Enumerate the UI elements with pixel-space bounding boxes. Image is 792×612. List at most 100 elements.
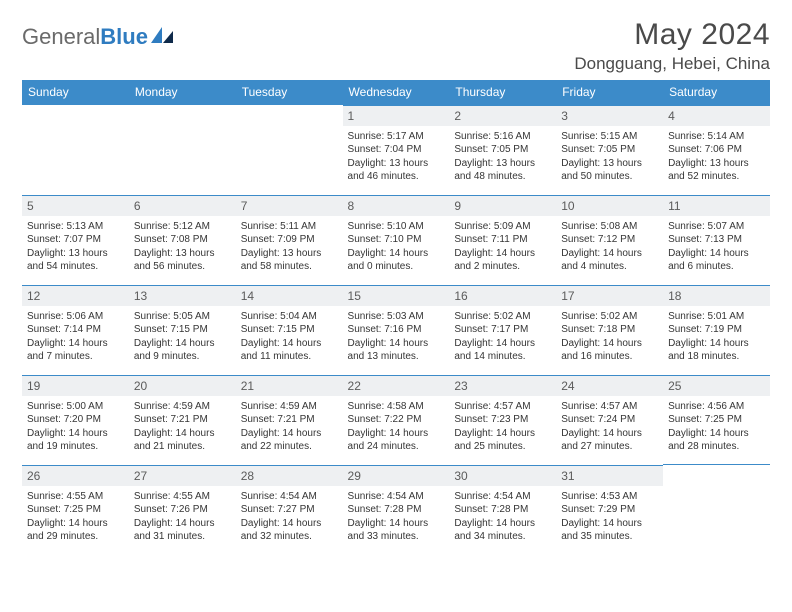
day-details: Sunrise: 5:08 AMSunset: 7:12 PMDaylight:… <box>556 216 663 285</box>
daylight-line: Daylight: 14 hours and 19 minutes. <box>27 427 124 454</box>
day-details: Sunrise: 4:59 AMSunset: 7:21 PMDaylight:… <box>236 396 343 465</box>
daylight-line: Daylight: 14 hours and 29 minutes. <box>27 517 124 544</box>
sunrise-line: Sunrise: 4:55 AM <box>134 490 231 504</box>
day-number: 1 <box>343 105 450 126</box>
day-details: Sunrise: 4:53 AMSunset: 7:29 PMDaylight:… <box>556 486 663 555</box>
calendar-cell: 23Sunrise: 4:57 AMSunset: 7:23 PMDayligh… <box>449 375 556 465</box>
calendar-cell: 3Sunrise: 5:15 AMSunset: 7:05 PMDaylight… <box>556 105 663 195</box>
sunrise-line: Sunrise: 4:59 AM <box>134 400 231 414</box>
sunrise-line: Sunrise: 5:00 AM <box>27 400 124 414</box>
day-number: 2 <box>449 105 556 126</box>
sunset-line: Sunset: 7:05 PM <box>454 143 551 157</box>
sunset-line: Sunset: 7:16 PM <box>348 323 445 337</box>
daylight-line: Daylight: 14 hours and 34 minutes. <box>454 517 551 544</box>
sunrise-line: Sunrise: 5:08 AM <box>561 220 658 234</box>
sunrise-line: Sunrise: 5:09 AM <box>454 220 551 234</box>
calendar-cell: 30 Sunrise: 4:54 AMSunset: 7:28 PMDayligh… <box>449 465 556 555</box>
daylight-line: Daylight: 14 hours and 6 minutes. <box>668 247 765 274</box>
day-number: 5 <box>22 195 129 216</box>
day-number: 4 <box>663 105 770 126</box>
calendar-cell: 11Sunrise: 5:07 AMSunset: 7:13 PMDayligh… <box>663 195 770 285</box>
day-details: Sunrise: 5:00 AMSunset: 7:20 PMDaylight:… <box>22 396 129 465</box>
daylight-line: Daylight: 13 hours and 50 minutes. <box>561 157 658 184</box>
sunrise-line: Sunrise: 5:14 AM <box>668 130 765 144</box>
daylight-line: Daylight: 13 hours and 54 minutes. <box>27 247 124 274</box>
daylight-line: Daylight: 14 hours and 27 minutes. <box>561 427 658 454</box>
sunset-line: Sunset: 7:21 PM <box>241 413 338 427</box>
sunrise-line: Sunrise: 5:12 AM <box>134 220 231 234</box>
calendar-cell: 9Sunrise: 5:09 AMSunset: 7:11 PMDaylight… <box>449 195 556 285</box>
sunset-line: Sunset: 7:20 PM <box>27 413 124 427</box>
day-details: Sunrise: 5:13 AMSunset: 7:07 PMDaylight:… <box>22 216 129 285</box>
day-number: 18 <box>663 285 770 306</box>
calendar-row: 12Sunrise: 5:06 AMSunset: 7:14 PMDayligh… <box>22 285 770 375</box>
sunrise-line: Sunrise: 5:11 AM <box>241 220 338 234</box>
weekday-header: Wednesday <box>343 80 450 105</box>
day-number: 31 <box>556 465 663 486</box>
brand-word1: General <box>22 24 100 49</box>
sunrise-line: Sunrise: 5:13 AM <box>27 220 124 234</box>
weekday-header: Friday <box>556 80 663 105</box>
sunrise-line: Sunrise: 4:57 AM <box>454 400 551 414</box>
brand-sail-icon <box>151 27 173 43</box>
sunrise-line: Sunrise: 5:06 AM <box>27 310 124 324</box>
sunset-line: Sunset: 7:23 PM <box>454 413 551 427</box>
daylight-line: Daylight: 14 hours and 32 minutes. <box>241 517 338 544</box>
day-number: 24 <box>556 375 663 396</box>
day-details: Sunrise: 5:14 AMSunset: 7:06 PMDaylight:… <box>663 126 770 195</box>
header-bar: GeneralBlue May 2024 Dongguang, Hebei, C… <box>22 18 770 74</box>
daylight-line: Daylight: 14 hours and 0 minutes. <box>348 247 445 274</box>
calendar-cell: 27Sunrise: 4:55 AMSunset: 7:26 PMDayligh… <box>129 465 236 555</box>
daylight-line: Daylight: 13 hours and 58 minutes. <box>241 247 338 274</box>
sunrise-line: Sunrise: 5:01 AM <box>668 310 765 324</box>
calendar-cell: 2Sunrise: 5:16 AMSunset: 7:05 PMDaylight… <box>449 105 556 195</box>
day-number: 30 <box>449 465 556 486</box>
sunset-line: Sunset: 7:28 PM <box>348 503 445 517</box>
day-number: 12 <box>22 285 129 306</box>
daylight-line: Daylight: 14 hours and 28 minutes. <box>668 427 765 454</box>
calendar-cell: 10Sunrise: 5:08 AMSunset: 7:12 PMDayligh… <box>556 195 663 285</box>
sunset-line: Sunset: 7:28 PM <box>454 503 551 517</box>
day-number: 21 <box>236 375 343 396</box>
calendar-header: SundayMondayTuesdayWednesdayThursdayFrid… <box>22 80 770 105</box>
calendar-row: 1Sunrise: 5:17 AMSunset: 7:04 PMDaylight… <box>22 105 770 195</box>
calendar-cell: 19Sunrise: 5:00 AMSunset: 7:20 PMDayligh… <box>22 375 129 465</box>
daylight-line: Daylight: 14 hours and 35 minutes. <box>561 517 658 544</box>
weekday-header: Monday <box>129 80 236 105</box>
calendar-cell <box>22 105 129 195</box>
daylight-line: Daylight: 14 hours and 16 minutes. <box>561 337 658 364</box>
day-number: 8 <box>343 195 450 216</box>
sunrise-line: Sunrise: 4:54 AM <box>348 490 445 504</box>
day-details: Sunrise: 5:16 AMSunset: 7:05 PMDaylight:… <box>449 126 556 195</box>
daylight-line: Daylight: 13 hours and 46 minutes. <box>348 157 445 184</box>
day-details: Sunrise: 5:10 AMSunset: 7:10 PMDaylight:… <box>343 216 450 285</box>
day-details: Sunrise: 5:06 AMSunset: 7:14 PMDaylight:… <box>22 306 129 375</box>
daylight-line: Daylight: 13 hours and 48 minutes. <box>454 157 551 184</box>
sunrise-line: Sunrise: 5:10 AM <box>348 220 445 234</box>
day-number: 19 <box>22 375 129 396</box>
sunset-line: Sunset: 7:24 PM <box>561 413 658 427</box>
calendar-cell: 12Sunrise: 5:06 AMSunset: 7:14 PMDayligh… <box>22 285 129 375</box>
calendar-body: 1Sunrise: 5:17 AMSunset: 7:04 PMDaylight… <box>22 105 770 555</box>
day-details: Sunrise: 5:05 AMSunset: 7:15 PMDaylight:… <box>129 306 236 375</box>
daylight-line: Daylight: 14 hours and 24 minutes. <box>348 427 445 454</box>
sunrise-line: Sunrise: 4:58 AM <box>348 400 445 414</box>
day-details: Sunrise: 5:07 AMSunset: 7:13 PMDaylight:… <box>663 216 770 285</box>
day-details: Sunrise: 5:04 AMSunset: 7:15 PMDaylight:… <box>236 306 343 375</box>
location-subtitle: Dongguang, Hebei, China <box>574 54 770 74</box>
sunrise-line: Sunrise: 4:54 AM <box>454 490 551 504</box>
sunset-line: Sunset: 7:13 PM <box>668 233 765 247</box>
sunrise-line: Sunrise: 5:02 AM <box>454 310 551 324</box>
day-details: Sunrise: 5:02 AMSunset: 7:18 PMDaylight:… <box>556 306 663 375</box>
sunset-line: Sunset: 7:27 PM <box>241 503 338 517</box>
sunset-line: Sunset: 7:29 PM <box>561 503 658 517</box>
brand-logo: GeneralBlue <box>22 18 173 50</box>
calendar-table: SundayMondayTuesdayWednesdayThursdayFrid… <box>22 80 770 555</box>
sunrise-line: Sunrise: 4:56 AM <box>668 400 765 414</box>
calendar-cell: 29Sunrise: 4:54 AMSunset: 7:28 PMDayligh… <box>343 465 450 555</box>
day-number: 6 <box>129 195 236 216</box>
day-details: Sunrise: 5:11 AMSunset: 7:09 PMDaylight:… <box>236 216 343 285</box>
calendar-cell: 17Sunrise: 5:02 AMSunset: 7:18 PMDayligh… <box>556 285 663 375</box>
sunset-line: Sunset: 7:05 PM <box>561 143 658 157</box>
day-details: Sunrise: 5:01 AMSunset: 7:19 PMDaylight:… <box>663 306 770 375</box>
